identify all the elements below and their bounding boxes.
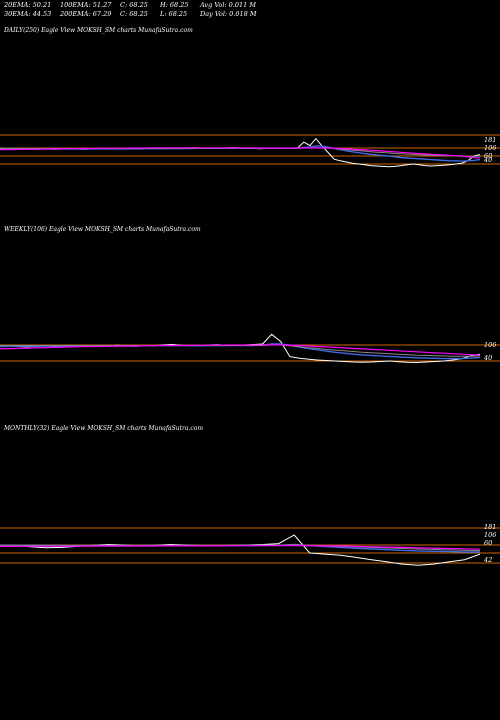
header-item: Day Vol: 0.018 M bbox=[200, 10, 257, 18]
header-item: 100EMA: 51.27 bbox=[60, 1, 112, 9]
ema-slow-line bbox=[0, 147, 481, 159]
y-tick-label: 40 bbox=[483, 354, 492, 362]
y-tick-label: 60 bbox=[484, 152, 492, 160]
y-tick-label: 106 bbox=[484, 144, 496, 152]
price-line bbox=[0, 333, 481, 364]
header-item: C: 68.25 bbox=[120, 1, 148, 9]
y-tick-label: 181 bbox=[484, 523, 496, 531]
weekly-chart-title: WEEKLY(106) Eagle View MOKSH_SM charts M… bbox=[4, 226, 201, 233]
monthly-chart-title: MONTHLY(32) Eagle View MOKSH_SM charts M… bbox=[4, 425, 204, 432]
header-item: 30EMA: 44.53 bbox=[4, 10, 52, 18]
ema-slow-line bbox=[0, 544, 481, 550]
header-item: C: 68.25 bbox=[120, 10, 148, 18]
y-tick-label: 60 bbox=[484, 539, 492, 547]
ema-slow-line bbox=[0, 344, 481, 356]
header-item: Avg Vol: 0.011 M bbox=[200, 1, 257, 9]
daily-chart-title: DAILY(250) Eagle View MOKSH_SM charts Mu… bbox=[4, 27, 193, 34]
header-item: 200EMA: 67.29 bbox=[60, 10, 112, 18]
y-tick-label: 106 bbox=[484, 531, 496, 539]
header-item: 20EMA: 50.21 bbox=[4, 1, 52, 9]
y-tick-label: 181 bbox=[484, 136, 496, 144]
weekly-chart: 106 40 bbox=[0, 333, 500, 364]
y-tick-label: 106 bbox=[484, 341, 496, 349]
header-item: H: 68.25 bbox=[160, 1, 189, 9]
y-tick-label: 40 bbox=[483, 156, 492, 164]
header-item: L: 68.25 bbox=[160, 10, 188, 18]
y-tick-label: 42 bbox=[483, 556, 492, 564]
